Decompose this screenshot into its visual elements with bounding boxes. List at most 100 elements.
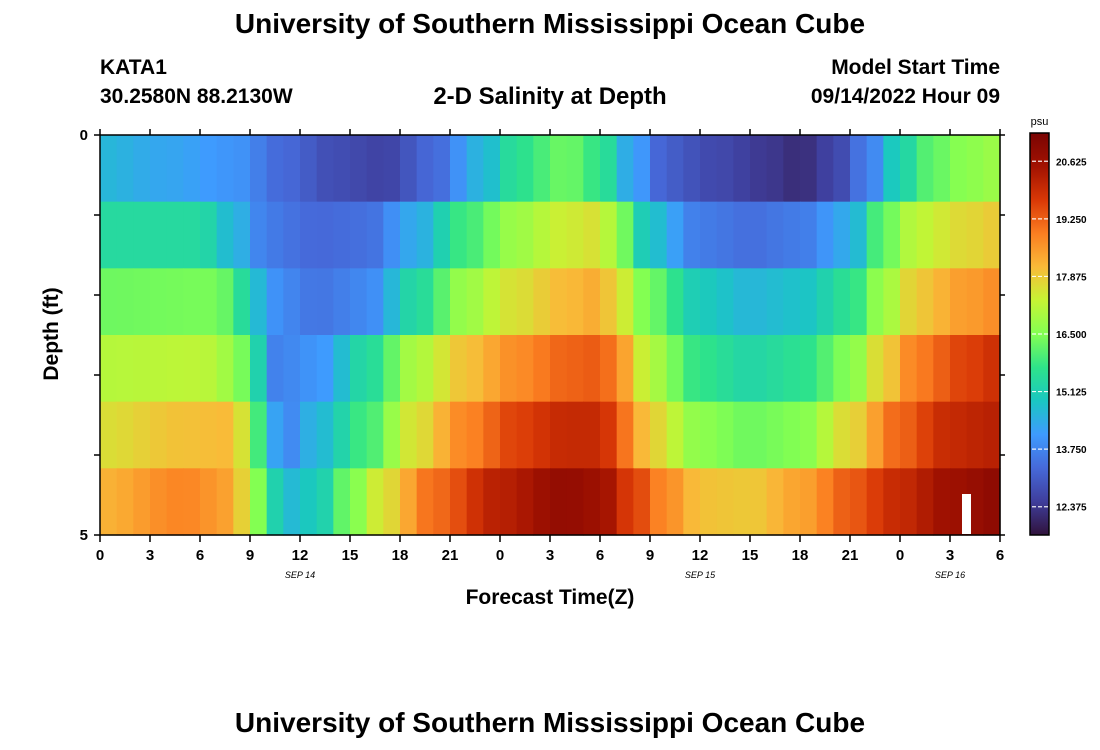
heatmap-cell xyxy=(833,335,851,403)
heatmap-cell xyxy=(216,135,234,203)
heatmap-cell xyxy=(683,201,701,269)
heatmap-cell xyxy=(783,201,801,269)
heatmap-cell xyxy=(983,401,1001,469)
heatmap-cell xyxy=(900,335,918,403)
heatmap-cell xyxy=(516,135,534,203)
heatmap-cell xyxy=(650,468,668,536)
heatmap-cell xyxy=(416,335,434,403)
x-tick-label: 3 xyxy=(146,547,154,564)
heatmap-cell xyxy=(400,401,418,469)
chart-title: 2-D Salinity at Depth xyxy=(433,83,667,110)
heatmap-cell xyxy=(883,401,901,469)
heatmap-cell xyxy=(216,401,234,469)
heatmap-cell xyxy=(666,468,684,536)
heatmap-cell xyxy=(233,468,251,536)
heatmap-cell xyxy=(366,401,384,469)
heatmap-cell xyxy=(583,401,601,469)
heatmap-cell xyxy=(266,268,284,336)
heatmap-cell xyxy=(283,335,301,403)
heatmap-cell xyxy=(600,201,618,269)
heatmap-cell xyxy=(383,468,401,536)
heatmap-cell xyxy=(116,468,134,536)
heatmap-cell xyxy=(433,135,451,203)
heatmap-cell xyxy=(316,268,334,336)
heatmap-cell xyxy=(350,268,368,336)
heatmap-cell xyxy=(766,335,784,403)
heatmap-cell xyxy=(750,335,768,403)
heatmap-cell xyxy=(633,268,651,336)
heatmap-cell xyxy=(300,401,318,469)
heatmap-cell xyxy=(516,468,534,536)
heatmap-cell xyxy=(250,401,268,469)
heatmap-cell xyxy=(400,135,418,203)
heatmap-cell xyxy=(950,401,968,469)
heatmap-cell xyxy=(350,401,368,469)
heatmap-cell xyxy=(416,135,434,203)
heatmap-cell xyxy=(616,468,634,536)
heatmap-cell xyxy=(650,268,668,336)
heatmap-cell xyxy=(500,401,518,469)
heatmap-cell xyxy=(333,468,351,536)
heatmap-cell xyxy=(883,201,901,269)
heatmap-cell xyxy=(400,468,418,536)
heatmap-cell xyxy=(783,468,801,536)
heatmap-cell xyxy=(533,401,551,469)
x-tick-label: 12 xyxy=(292,547,309,564)
heatmap-cell xyxy=(616,401,634,469)
heatmap-cell xyxy=(300,335,318,403)
heatmap-cell xyxy=(683,468,701,536)
heatmap-cell xyxy=(933,268,951,336)
heatmap-cell xyxy=(616,135,634,203)
heatmap-cell xyxy=(833,401,851,469)
colorbar-label: 17.875 xyxy=(1056,272,1087,283)
heatmap-cell xyxy=(333,335,351,403)
heatmap-cell xyxy=(533,135,551,203)
heatmap-cell xyxy=(950,135,968,203)
colorbar-label: 15.125 xyxy=(1056,388,1087,399)
heatmap-cell xyxy=(766,468,784,536)
heatmap-cell xyxy=(116,135,134,203)
heatmap-cell xyxy=(600,268,618,336)
current-time-marker xyxy=(962,494,971,534)
heatmap-cell xyxy=(183,468,201,536)
heatmap-cell xyxy=(350,201,368,269)
heatmap-cell xyxy=(483,201,501,269)
colorbar: 20.625 19.250 17.875 16.500 15.125 13.750 12.3… xyxy=(1029,116,1087,536)
heatmap-cell xyxy=(416,201,434,269)
heatmap-cell xyxy=(133,335,151,403)
x-tick-label: 6 xyxy=(196,547,204,564)
heatmap-cell xyxy=(950,335,968,403)
heatmap-cell xyxy=(816,335,834,403)
heatmap-cell xyxy=(450,201,468,269)
heatmap-cell xyxy=(350,335,368,403)
colorbar-label: 19.250 xyxy=(1056,215,1087,226)
heatmap-cell xyxy=(116,268,134,336)
heatmap-cell xyxy=(966,135,984,203)
y-axis: 05 xyxy=(80,127,1005,544)
heatmap-cell xyxy=(450,268,468,336)
heatmap-cell xyxy=(616,335,634,403)
heatmap-cell xyxy=(550,135,568,203)
heatmap-cell xyxy=(866,135,884,203)
x-axis: 0 3 6 9 12 15 18 21 0 3 6 9 12 15 18 21 0 3 6 SEP 14 SEP 15 S… xyxy=(96,129,1004,580)
colorbar-label: 12.375 xyxy=(1056,503,1087,514)
heatmap-cell xyxy=(216,335,234,403)
heatmap-cell xyxy=(416,268,434,336)
colorbar-label: 13.750 xyxy=(1056,445,1087,456)
heatmap-cell xyxy=(266,335,284,403)
heatmap-cell xyxy=(433,401,451,469)
heatmap-cell xyxy=(550,268,568,336)
heatmap-cell xyxy=(466,401,484,469)
heatmap-cell xyxy=(550,401,568,469)
heatmap-cell xyxy=(650,335,668,403)
heatmap-cell xyxy=(633,401,651,469)
heatmap-cell xyxy=(666,401,684,469)
heatmap-cell xyxy=(950,201,968,269)
heatmap-cell xyxy=(283,401,301,469)
heatmap-cell xyxy=(916,401,934,469)
heatmap-cell xyxy=(483,335,501,403)
station-coordinates: 30.2580N 88.2130W xyxy=(100,85,293,108)
heatmap-cell xyxy=(966,201,984,269)
heatmap-cell xyxy=(850,335,868,403)
heatmap-cell xyxy=(983,468,1001,536)
